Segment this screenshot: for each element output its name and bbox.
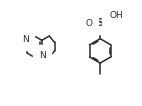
Text: S: S: [97, 18, 104, 28]
Text: O: O: [108, 19, 115, 28]
Text: O: O: [85, 19, 92, 28]
Text: OH: OH: [109, 11, 123, 20]
Text: N: N: [22, 35, 29, 44]
Text: N: N: [39, 51, 46, 60]
